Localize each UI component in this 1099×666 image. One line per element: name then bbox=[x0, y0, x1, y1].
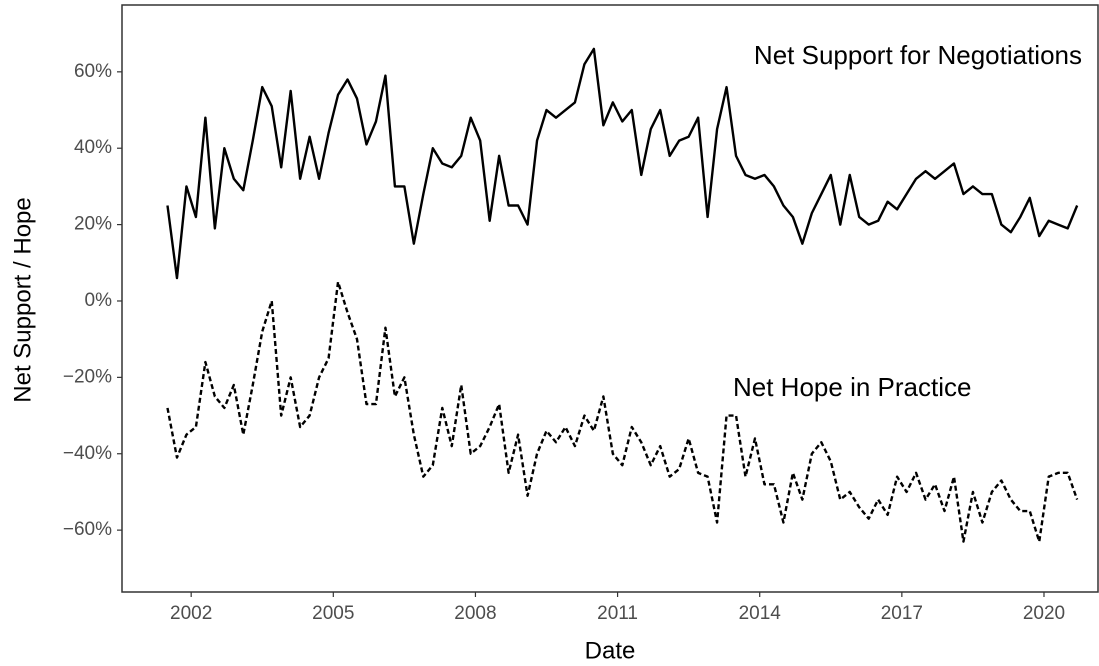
y-tick-label: −20% bbox=[63, 366, 112, 387]
y-tick-label: 0% bbox=[85, 290, 113, 311]
x-tick-label: 2005 bbox=[312, 603, 354, 624]
y-tick-label: 60% bbox=[74, 61, 112, 82]
series-line bbox=[166, 47, 1079, 280]
series-annotation: Net Support for Negotiations bbox=[754, 40, 1082, 70]
x-axis-title: Date bbox=[585, 637, 636, 664]
plot-frame bbox=[121, 4, 1099, 593]
y-tick-label: 40% bbox=[74, 137, 112, 158]
x-tick-label: 2008 bbox=[454, 603, 496, 624]
y-axis-title: Net Support / Hope bbox=[9, 197, 36, 402]
x-tick-label: 2014 bbox=[739, 603, 782, 624]
x-tick-label: 2002 bbox=[170, 603, 212, 624]
y-tick-label: −60% bbox=[63, 519, 112, 540]
x-tick-label: 2020 bbox=[1023, 603, 1065, 624]
y-tick-label: 20% bbox=[74, 214, 112, 235]
series-line bbox=[166, 280, 1079, 543]
series-annotation: Net Hope in Practice bbox=[733, 372, 971, 402]
x-tick-label: 2017 bbox=[881, 603, 923, 624]
x-tick-label: 2011 bbox=[597, 603, 638, 624]
y-tick-label: −40% bbox=[63, 443, 112, 464]
